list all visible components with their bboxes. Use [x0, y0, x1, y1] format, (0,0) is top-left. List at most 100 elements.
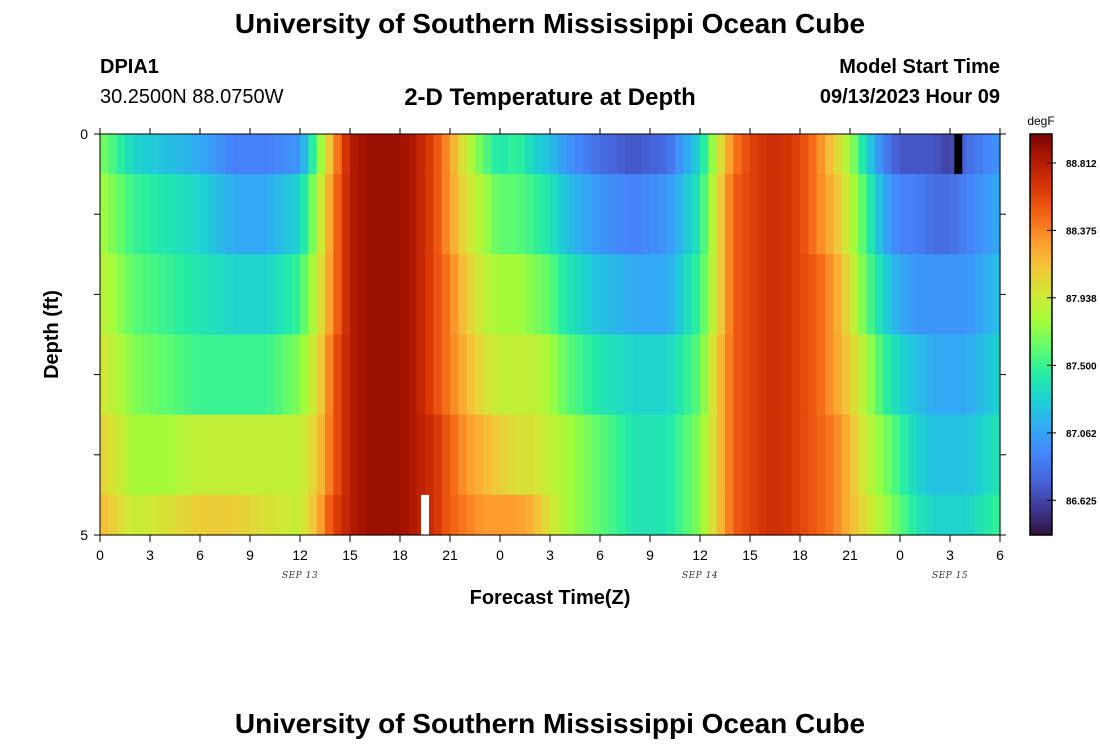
heatmap-cell	[575, 494, 584, 536]
heatmap-cell	[591, 174, 601, 255]
heatmap-cell	[966, 494, 976, 536]
heatmap-cell	[466, 334, 476, 416]
heatmap-cell	[983, 494, 993, 536]
heatmap-cell	[966, 254, 976, 336]
heatmap-cell	[500, 414, 509, 496]
heatmap-cell	[350, 134, 359, 175]
heatmap-cell	[958, 254, 968, 336]
heatmap-cell	[841, 134, 851, 175]
heatmap-cell	[891, 494, 901, 536]
heatmap-cell	[575, 134, 584, 175]
heatmap-cell	[241, 494, 251, 536]
heatmap-cell	[525, 134, 534, 175]
heatmap-cell	[258, 254, 268, 336]
heatmap-cell	[150, 414, 159, 496]
heatmap-cell	[891, 414, 901, 496]
heatmap-cell	[950, 334, 959, 416]
heatmap-cell	[150, 494, 159, 536]
heatmap-cell	[633, 334, 643, 416]
heatmap-cell	[241, 414, 251, 496]
heatmap-cell	[925, 174, 934, 255]
heatmap-cell	[916, 254, 926, 336]
heatmap-cell	[975, 414, 984, 496]
heatmap-cell	[975, 334, 984, 416]
heatmap-cell	[383, 134, 393, 175]
heatmap-cell	[941, 334, 951, 416]
heatmap-cell	[916, 334, 926, 416]
heatmap-cell	[558, 494, 568, 536]
heatmap-cell	[683, 254, 693, 336]
heatmap-cell	[258, 134, 268, 175]
heatmap-cell	[683, 134, 693, 175]
heatmap-cell	[741, 414, 751, 496]
heatmap-cell	[308, 174, 318, 255]
colorbar-tick-label: 87.500	[1066, 361, 1097, 372]
heatmap-cell	[225, 134, 234, 175]
heatmap-cell	[908, 334, 918, 416]
heatmap-cell	[200, 174, 209, 255]
heatmap-cell	[466, 134, 476, 175]
heatmap-cell	[900, 494, 909, 536]
heatmap-cell	[200, 334, 209, 416]
heatmap-cell	[583, 494, 593, 536]
heatmap-cell	[491, 334, 501, 416]
heatmap-cell	[483, 134, 493, 175]
heatmap-cell	[375, 174, 384, 255]
heatmap-cell	[641, 414, 651, 496]
heatmap-cell	[875, 414, 884, 496]
heatmap-cell	[450, 334, 459, 416]
heatmap-cell	[291, 414, 301, 496]
heatmap-cell	[375, 414, 384, 496]
heatmap-cell	[425, 334, 434, 416]
heatmap-cell	[691, 174, 701, 255]
heatmap-cell	[775, 494, 784, 536]
heatmap-cell	[750, 414, 759, 496]
heatmap-cell	[266, 174, 276, 255]
heatmap-cell	[400, 134, 409, 175]
heatmap-cell	[408, 134, 418, 175]
heatmap-cell	[341, 134, 351, 175]
heatmap-cell	[200, 414, 209, 496]
heatmap-cell	[575, 334, 584, 416]
heatmap-cell	[100, 334, 109, 416]
heatmap-cell	[183, 414, 193, 496]
heatmap-cell	[841, 494, 851, 536]
heatmap-cell	[441, 494, 451, 536]
heatmap-cell	[308, 494, 318, 536]
heatmap-cell	[908, 414, 918, 496]
heatmap-cell	[741, 174, 751, 255]
heatmap-cell	[308, 134, 318, 175]
heatmap-cell	[466, 174, 476, 255]
heatmap-cell	[450, 174, 459, 255]
heatmap-cell	[350, 174, 359, 255]
heatmap-cell	[591, 334, 601, 416]
heatmap-cell	[658, 414, 668, 496]
colorbar-unit: degF	[1027, 114, 1054, 128]
heatmap-cell	[475, 134, 484, 175]
heatmap-cell	[558, 334, 568, 416]
heatmap-cell	[775, 254, 784, 336]
heatmap-cell	[875, 134, 884, 175]
heatmap-cell	[825, 254, 834, 336]
heatmap-cell	[983, 334, 993, 416]
heatmap-cell	[283, 134, 293, 175]
heatmap-cell	[375, 494, 384, 536]
heatmap-cell	[641, 334, 651, 416]
heatmap-cell	[283, 414, 293, 496]
heatmap-cell	[875, 174, 884, 255]
heatmap-cell	[550, 134, 559, 175]
heatmap-cell	[950, 414, 959, 496]
heatmap-cell	[616, 414, 626, 496]
heatmap-cell	[725, 254, 734, 336]
heatmap-cell	[525, 414, 534, 496]
heatmap-cell	[941, 174, 951, 255]
heatmap-cell	[800, 254, 809, 336]
heatmap-cell	[325, 494, 334, 536]
heatmap-cell	[891, 134, 901, 175]
heatmap-cell	[541, 134, 551, 175]
heatmap-cell	[275, 254, 284, 336]
heatmap-cell	[583, 134, 593, 175]
heatmap-cell	[583, 174, 593, 255]
heatmap-cell	[700, 494, 709, 536]
heatmap-cell	[675, 174, 684, 255]
